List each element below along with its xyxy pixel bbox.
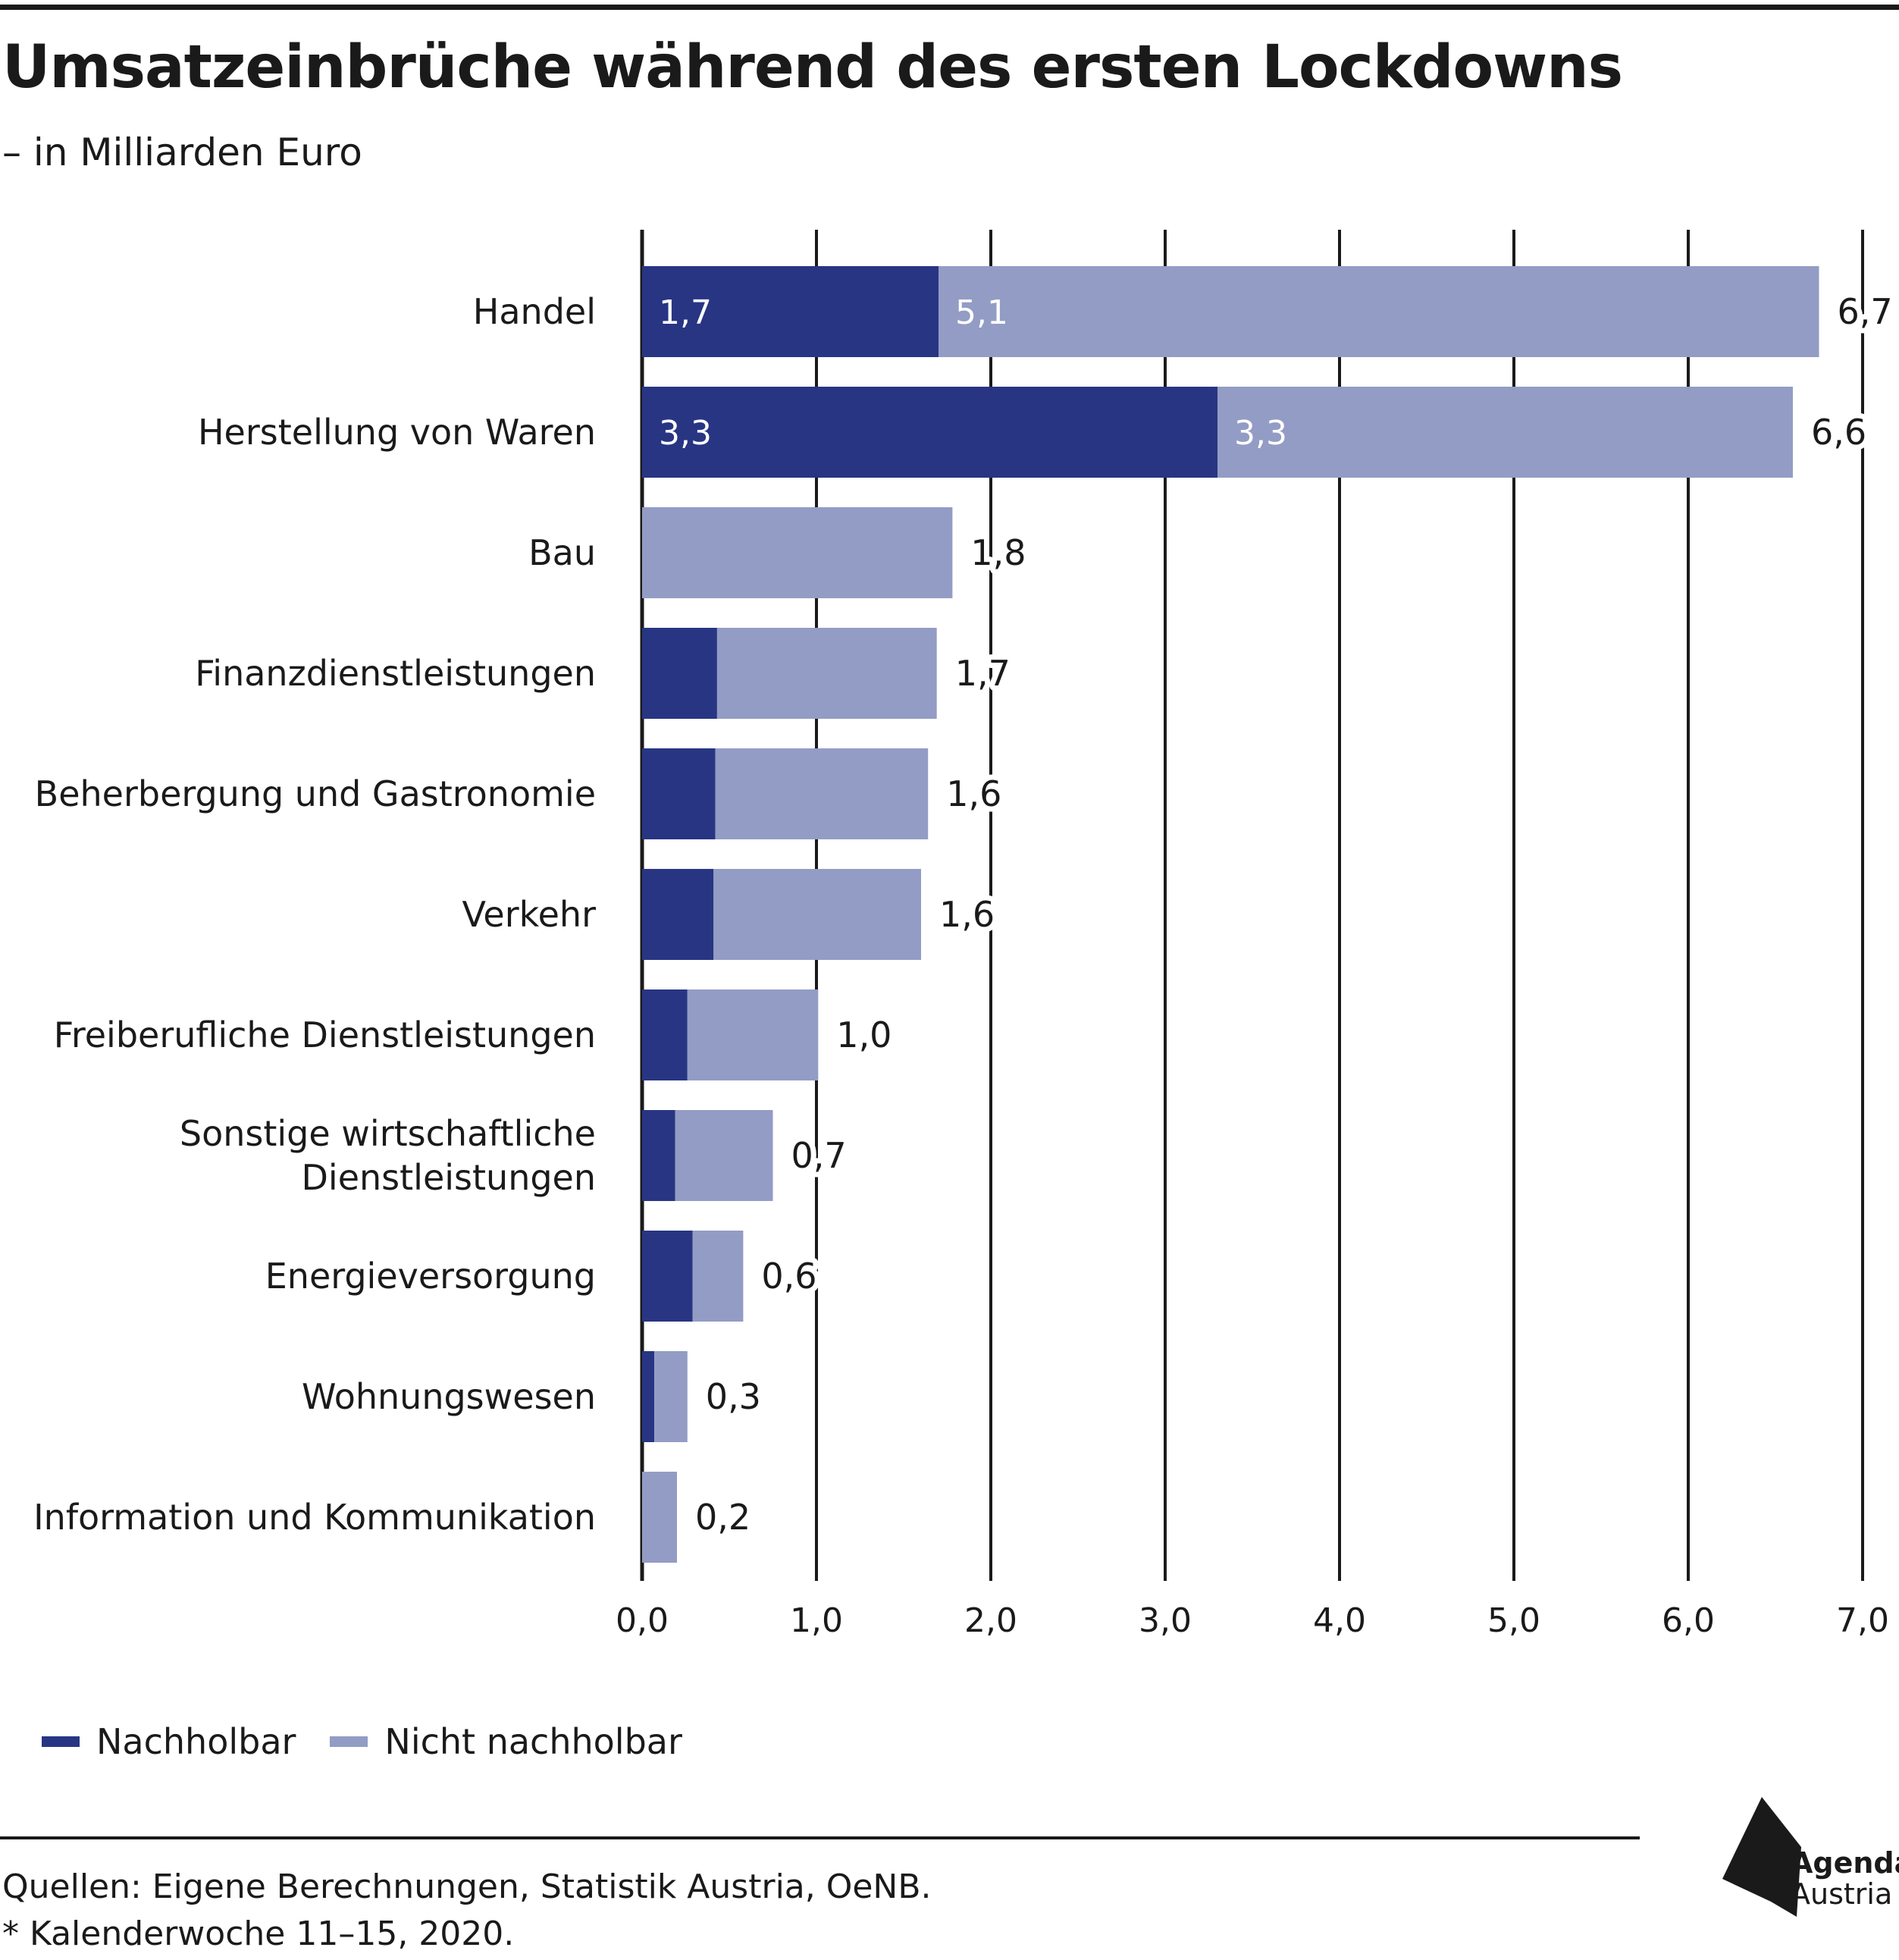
bar-nicht-nachholbar-2 <box>642 507 953 598</box>
total-label-5: 1,6 <box>939 894 995 935</box>
logo-mark <box>1722 1797 1801 1917</box>
bar-nachholbar-9 <box>642 1351 655 1442</box>
bar-nicht-nachholbar-10 <box>642 1472 677 1563</box>
category-label-5: Verkehr <box>462 894 597 935</box>
bar-nicht-nachholbar-3 <box>716 628 937 719</box>
category-label-7-line-1: Dienstleistungen <box>302 1157 596 1198</box>
bar-value-label-0-1: 3,3 <box>659 414 712 453</box>
category-label-0: Handel <box>473 291 596 332</box>
x-tick-label-3: 3,0 <box>1139 1601 1192 1640</box>
legend-swatch-nicht-nachholbar <box>330 1736 368 1747</box>
legend-label-nachholbar: Nachholbar <box>96 1721 296 1762</box>
bar-value-label-0-0: 1,7 <box>659 293 712 332</box>
category-label-4: Beherbergung und Gastronomie <box>35 773 596 814</box>
x-tick-label-0: 0,0 <box>616 1601 669 1640</box>
x-tick-label-2: 2,0 <box>964 1601 1017 1640</box>
footnote: * Kalenderwoche 11–15, 2020. <box>2 1915 515 1953</box>
total-label-10: 0,2 <box>695 1497 751 1538</box>
bar-nachholbar-1 <box>642 387 1217 478</box>
bar-nachholbar-8 <box>642 1231 693 1322</box>
bar-nachholbar-3 <box>642 628 717 719</box>
logo-text-austria: Austria <box>1791 1877 1893 1911</box>
chart-title: Umsatzeinbrüche während des ersten Lockd… <box>2 33 1623 102</box>
bar-nicht-nachholbar-0 <box>939 266 1819 357</box>
bar-nicht-nachholbar-6 <box>687 989 819 1080</box>
legend-item-nachholbar: Nachholbar <box>42 1721 296 1762</box>
bar-nicht-nachholbar-9 <box>654 1351 688 1442</box>
bar-nachholbar-0 <box>642 266 939 357</box>
category-label-1: Herstellung von Waren <box>198 412 596 453</box>
bar-nachholbar-4 <box>642 748 716 839</box>
category-label-9: Wohnungswesen <box>302 1376 596 1417</box>
total-label-2: 1,8 <box>970 532 1026 573</box>
bar-nachholbar-5 <box>642 869 714 960</box>
bottom-rule <box>0 1836 1640 1839</box>
total-label-4: 1,6 <box>946 773 1001 814</box>
x-tick-label-1: 1,0 <box>790 1601 843 1640</box>
bar-nachholbar-6 <box>642 989 688 1080</box>
category-label-7-line-0: Sonstige wirtschaftliche <box>180 1113 596 1154</box>
legend-item-nicht-nachholbar: Nicht nachholbar <box>330 1721 682 1762</box>
chart-subtitle: – in Milliarden Euro <box>2 130 362 174</box>
total-label-3: 1,7 <box>955 653 1011 694</box>
bar-chart: 0,0 1,0 2,0 3,0 4,0 5,0 6,0 7,0 Handel 1,7 5,1 6,7 H… <box>33 230 1893 1640</box>
bar-nachholbar-7 <box>642 1110 675 1201</box>
bar-nicht-nachholbar-8 <box>692 1231 744 1322</box>
x-tick-label-7: 7,0 <box>1836 1601 1889 1640</box>
legend-label-nicht-nachholbar: Nicht nachholbar <box>384 1721 682 1762</box>
legend-swatch-nachholbar <box>42 1736 80 1747</box>
bar-value-label-1-1: 3,3 <box>1234 414 1287 453</box>
total-label-7: 0,7 <box>791 1135 847 1176</box>
x-tick-label-4: 4,0 <box>1313 1601 1366 1640</box>
bar-nicht-nachholbar-7 <box>675 1110 773 1201</box>
total-label-9: 0,3 <box>706 1376 761 1417</box>
bar-nicht-nachholbar-5 <box>713 869 921 960</box>
category-label-6: Freiberufliche Dienstleistungen <box>54 1014 596 1055</box>
total-label-6: 1,0 <box>836 1014 892 1055</box>
agenda-austria-logo <box>1722 1797 1801 1917</box>
x-tick-label-5: 5,0 <box>1487 1601 1540 1640</box>
top-rule <box>0 5 1899 10</box>
category-label-10: Information und Kommunikation <box>33 1497 596 1538</box>
bar-nicht-nachholbar-4 <box>715 748 929 839</box>
bar-value-label-1-0: 5,1 <box>955 293 1008 332</box>
bar-nicht-nachholbar-1 <box>1217 387 1793 478</box>
legend: Nachholbar Nicht nachholbar <box>42 1721 716 1762</box>
total-label-8: 0,6 <box>761 1256 816 1297</box>
x-tick-label-6: 6,0 <box>1662 1601 1715 1640</box>
total-label-0: 6,7 <box>1838 291 1893 332</box>
category-label-2: Bau <box>528 532 596 573</box>
category-label-8: Energieversorgung <box>265 1256 596 1297</box>
total-label-1: 6,6 <box>1811 412 1866 453</box>
source-note: Quellen: Eigene Berechnungen, Statistik … <box>2 1867 932 1906</box>
logo-text-agenda: Agenda <box>1791 1846 1899 1880</box>
category-label-3: Finanzdienstleistungen <box>195 653 596 694</box>
